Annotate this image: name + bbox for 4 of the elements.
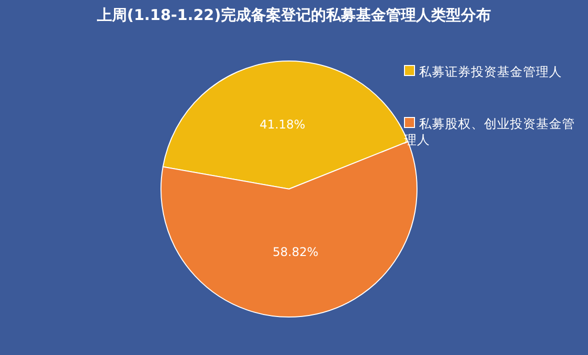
legend-label: 私募证券投资基金管理人 xyxy=(418,64,563,80)
data-label: 58.82% xyxy=(272,244,318,259)
chart-title: 上周(1.18-1.22)完成备案登记的私募基金管理人类型分布 xyxy=(96,6,492,25)
data-label: 41.18% xyxy=(260,118,306,132)
